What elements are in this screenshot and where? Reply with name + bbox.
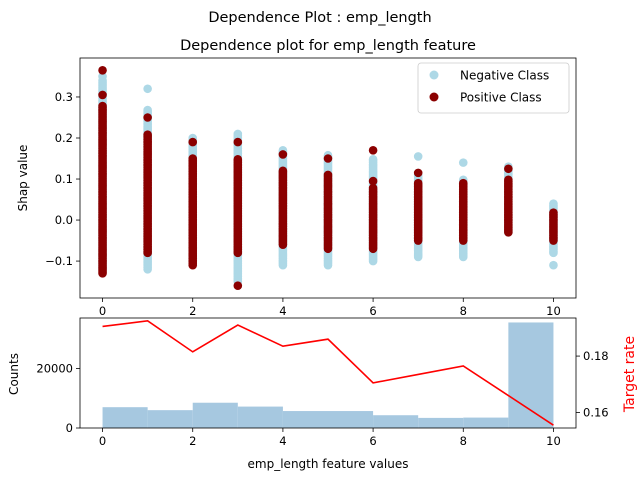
scatter-series-positive-class (98, 66, 558, 290)
scatter-point (98, 72, 107, 81)
scatter-points (98, 66, 558, 290)
histogram-x-ticks: 0 2 4 6 8 10 (99, 428, 561, 448)
histogram-x-tick-label: 4 (279, 434, 286, 448)
scatter-panel: Dependence plot for emp_length feature −… (16, 38, 577, 318)
scatter-x-ticks: 0 2 4 6 8 10 (99, 298, 561, 318)
histogram-bar (192, 402, 238, 428)
target-rate-line (102, 319, 554, 426)
scatter-point (98, 101, 107, 111)
scatter-point (98, 90, 107, 100)
scatter-x-tick-label: 2 (189, 304, 196, 318)
histogram-x-tick-label: 2 (189, 434, 196, 448)
scatter-point (98, 66, 107, 75)
scatter-y-tick-label: 0.0 (55, 213, 73, 227)
scatter-y-axis-label: Shap value (16, 145, 30, 212)
histogram-bar (147, 410, 193, 428)
target-rate-y-ticks: 0.16 0.18 (576, 349, 609, 419)
scatter-point (323, 170, 333, 180)
scatter-point (504, 175, 513, 185)
scatter-point (549, 208, 558, 217)
legend-label-positive-class: Positive Class (460, 91, 542, 105)
scatter-point (143, 84, 152, 94)
figure-suptitle: Dependence Plot : emp_length (208, 10, 431, 26)
legend-marker-negative-class (429, 70, 439, 80)
scatter-y-ticks: −0.1 0.0 0.1 0.2 0.3 (45, 90, 80, 268)
scatter-x-tick-label: 4 (279, 304, 286, 318)
histogram-x-tick-label: 10 (546, 434, 561, 448)
scatter-y-tick-label: 0.2 (55, 131, 73, 145)
histogram-x-axis-label: emp_length feature values (248, 457, 409, 471)
counts-y-ticks: 0 20000 (36, 362, 80, 435)
scatter-point (368, 146, 378, 155)
scatter-point (278, 166, 288, 176)
scatter-point (323, 154, 333, 163)
legend-label-negative-class: Negative Class (460, 69, 549, 83)
target-rate-y-tick-label: 0.16 (583, 405, 609, 419)
scatter-point (233, 281, 243, 290)
scatter-x-tick-label: 6 (369, 304, 376, 318)
legend-frame (417, 62, 570, 114)
scatter-point (233, 137, 243, 147)
histogram-x-tick-label: 8 (460, 434, 467, 448)
scatter-x-tick-label: 10 (546, 304, 561, 318)
scatter-point (233, 155, 243, 164)
scatter-point (549, 260, 558, 270)
scatter-legend: Negative Class Positive Class (417, 62, 570, 114)
scatter-point (188, 154, 198, 163)
histogram-bar (373, 415, 419, 428)
counts-axis-label: Counts (7, 353, 21, 395)
histogram-bar (418, 417, 464, 428)
scatter-title: Dependence plot for emp_length feature (180, 38, 476, 54)
scatter-y-tick-label: 0.1 (55, 172, 73, 186)
scatter-point (143, 113, 152, 122)
scatter-point (188, 137, 198, 147)
scatter-y-tick-label: −0.1 (45, 254, 73, 268)
histogram-bar (508, 322, 554, 428)
scatter-point (458, 178, 468, 188)
scatter-point (278, 150, 288, 159)
histogram-panel: 0 20000 0.16 0.18 0 2 4 6 8 10 Counts Target ra… (7, 317, 638, 471)
target-rate-y-tick-label: 0.18 (583, 349, 609, 363)
legend-marker-positive-class (429, 92, 439, 102)
scatter-point (143, 105, 152, 115)
scatter-axes-frame (79, 57, 577, 299)
counts-y-tick-label: 20000 (36, 362, 73, 376)
scatter-point (413, 152, 423, 161)
scatter-point (143, 130, 152, 140)
histogram-bars (102, 322, 554, 428)
target-rate-axis-label: Target rate (622, 336, 638, 413)
histogram-bar (282, 411, 328, 428)
scatter-point (368, 155, 378, 164)
scatter-x-tick-label: 0 (99, 304, 106, 318)
scatter-point (368, 183, 378, 193)
histogram-axes-frame (79, 317, 577, 429)
histogram-bar (463, 417, 509, 428)
scatter-x-tick-label: 8 (460, 304, 467, 318)
scatter-point (413, 178, 423, 188)
scatter-point (368, 176, 378, 186)
histogram-x-tick-label: 6 (369, 434, 376, 448)
histogram-bar (237, 406, 283, 428)
scatter-point (458, 158, 468, 167)
histogram-bar (328, 411, 374, 428)
histogram-bar (102, 407, 148, 428)
scatter-point (413, 168, 423, 178)
scatter-point (233, 129, 243, 139)
histogram-x-tick-label: 0 (99, 434, 106, 448)
scatter-y-tick-label: 0.3 (55, 90, 73, 104)
counts-y-tick-label: 0 (66, 421, 73, 435)
scatter-point (504, 164, 513, 174)
scatter-point (549, 199, 558, 208)
